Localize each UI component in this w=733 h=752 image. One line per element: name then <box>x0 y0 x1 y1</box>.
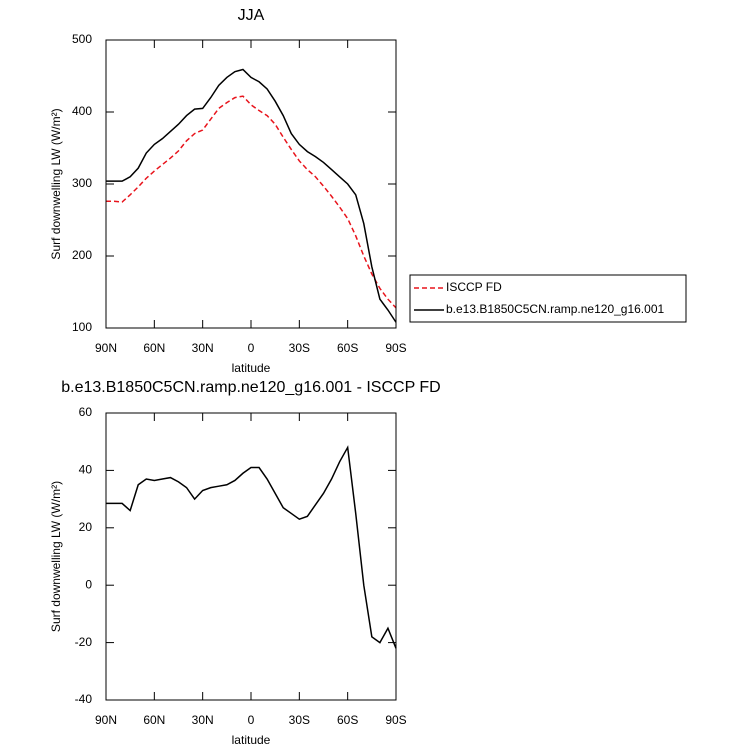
x-tick-label: 60S <box>337 341 358 355</box>
y-axis-label: Surf downwelling LW (W/m²) <box>49 108 63 259</box>
plot-frame <box>105 412 397 701</box>
x-tick-label: 90N <box>95 713 117 727</box>
x-tick-label: 60S <box>337 713 358 727</box>
y-tick-label: 0 <box>85 577 92 591</box>
legend-label: ISCCP FD <box>446 280 502 294</box>
y-tick-label: -40 <box>75 692 93 706</box>
y-tick-label: -20 <box>75 635 93 649</box>
x-tick-label: 90S <box>385 341 406 355</box>
x-tick-label: 90N <box>95 341 117 355</box>
y-tick-label: 40 <box>79 463 93 477</box>
x-tick-label: 60N <box>143 713 165 727</box>
x-tick-label: 30N <box>192 713 214 727</box>
y-axis-label: Surf downwelling LW (W/m²) <box>49 481 63 632</box>
x-tick-label: 30S <box>289 341 310 355</box>
y-tick-label: 200 <box>72 248 92 262</box>
y-tick-label: 400 <box>72 104 92 118</box>
y-tick-label: 60 <box>79 405 93 419</box>
legend-label: b.e13.B1850C5CN.ramp.ne120_g16.001 <box>446 302 664 316</box>
chart-title: b.e13.B1850C5CN.ramp.ne120_g16.001 - ISC… <box>61 379 440 396</box>
x-axis-label: latitude <box>232 361 271 375</box>
x-tick-label: 30S <box>289 713 310 727</box>
chart-title: JJA <box>238 7 265 24</box>
x-tick-label: 90S <box>385 713 406 727</box>
y-tick-label: 300 <box>72 176 92 190</box>
x-tick-label: 0 <box>248 341 255 355</box>
data-line <box>106 68 397 323</box>
data-line <box>106 445 397 649</box>
y-tick-label: 100 <box>72 320 92 334</box>
x-axis-label: latitude <box>232 733 271 747</box>
x-tick-label: 30N <box>192 341 214 355</box>
x-tick-label: 0 <box>248 713 255 727</box>
data-line <box>106 95 397 309</box>
y-tick-label: 500 <box>72 32 92 46</box>
x-tick-label: 60N <box>143 341 165 355</box>
legend-box <box>409 274 687 323</box>
y-tick-label: 20 <box>79 520 93 534</box>
plot-frame <box>105 39 397 329</box>
